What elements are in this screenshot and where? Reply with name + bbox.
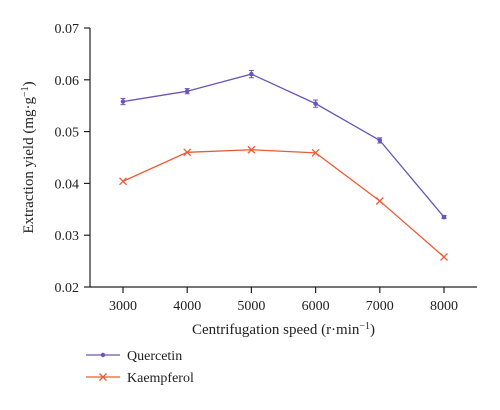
data-point-quercetin <box>377 138 383 143</box>
y-axis-title-sup: −1 <box>20 86 31 97</box>
x-axis-title-end: ) <box>370 322 375 338</box>
legend-kaempferol-label: Kaempferol <box>127 371 194 386</box>
y-axis-title-main: Extraction yield (mg·g <box>21 97 37 234</box>
legend-item-quercetin: Quercetin <box>86 349 182 364</box>
series-line-kaempferol <box>122 149 445 258</box>
x-tick-label: 4000 <box>173 299 201 314</box>
series-line-quercetin <box>122 73 445 218</box>
legend: Quercetin Kaempferol <box>86 349 194 386</box>
data-point-kaempferol <box>183 148 192 157</box>
x-tick-label: 6000 <box>302 299 330 314</box>
data-point-kaempferol <box>119 177 127 186</box>
y-axis-ticks: 0.02 0.03 0.04 0.05 0.06 0.07 <box>55 22 90 296</box>
data-point-quercetin <box>120 99 126 104</box>
y-tick-label: 0.04 <box>55 177 80 192</box>
x-tick-label: 5000 <box>237 299 265 314</box>
data-point-quercetin <box>313 101 318 106</box>
y-tick-label: 0.07 <box>55 22 80 37</box>
data-point-kaempferol <box>375 197 384 205</box>
legend-quercetin-marker <box>100 352 106 358</box>
series-layer <box>119 69 448 261</box>
x-tick-label: 8000 <box>430 299 458 314</box>
x-axis-title: Centrifugation speed (r·min−1) <box>192 321 375 339</box>
x-tick-label: 7000 <box>366 299 394 314</box>
data-point-kaempferol <box>440 252 448 261</box>
y-tick-label: 0.06 <box>55 74 80 89</box>
x-axis-ticks: 3000 4000 5000 6000 7000 8000 <box>109 287 458 314</box>
legend-quercetin-label: Quercetin <box>127 349 182 364</box>
plot-area: 0.02 0.03 0.04 0.05 0.06 0.07 3000 4000 5000 600… <box>55 22 477 314</box>
data-point-quercetin <box>184 88 190 94</box>
x-tick-label: 3000 <box>109 299 137 314</box>
data-point-kaempferol <box>247 145 256 154</box>
data-point-kaempferol <box>311 148 320 157</box>
y-axis-title-end: ) <box>21 81 37 86</box>
y-tick-label: 0.05 <box>55 126 80 141</box>
y-tick-label: 0.02 <box>55 281 80 296</box>
y-axis-title: Extraction yield (mg·g−1) <box>20 81 38 233</box>
legend-kaempferol-marker <box>99 373 107 381</box>
legend-item-kaempferol: Kaempferol <box>86 371 194 386</box>
x-axis-title-main: Centrifugation speed (r·min <box>192 322 360 338</box>
data-point-quercetin <box>249 71 254 77</box>
data-point-quercetin <box>441 214 447 220</box>
y-tick-label: 0.03 <box>55 229 80 244</box>
x-axis-title-sup: −1 <box>359 321 370 332</box>
